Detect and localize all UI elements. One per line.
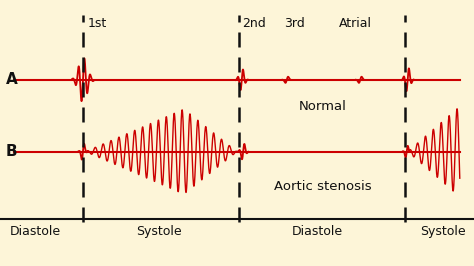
Text: Normal: Normal bbox=[298, 100, 346, 113]
Text: 3rd: 3rd bbox=[284, 17, 305, 30]
Text: Diastole: Diastole bbox=[292, 225, 343, 238]
Text: 1st: 1st bbox=[88, 17, 107, 30]
Text: Systole: Systole bbox=[420, 225, 466, 238]
Text: 2nd: 2nd bbox=[242, 17, 265, 30]
Text: Atrial: Atrial bbox=[339, 17, 372, 30]
Text: A: A bbox=[6, 72, 18, 87]
Text: Systole: Systole bbox=[136, 225, 182, 238]
Text: Aortic stenosis: Aortic stenosis bbox=[273, 180, 371, 193]
Text: Diastole: Diastole bbox=[10, 225, 61, 238]
Text: B: B bbox=[6, 144, 18, 159]
